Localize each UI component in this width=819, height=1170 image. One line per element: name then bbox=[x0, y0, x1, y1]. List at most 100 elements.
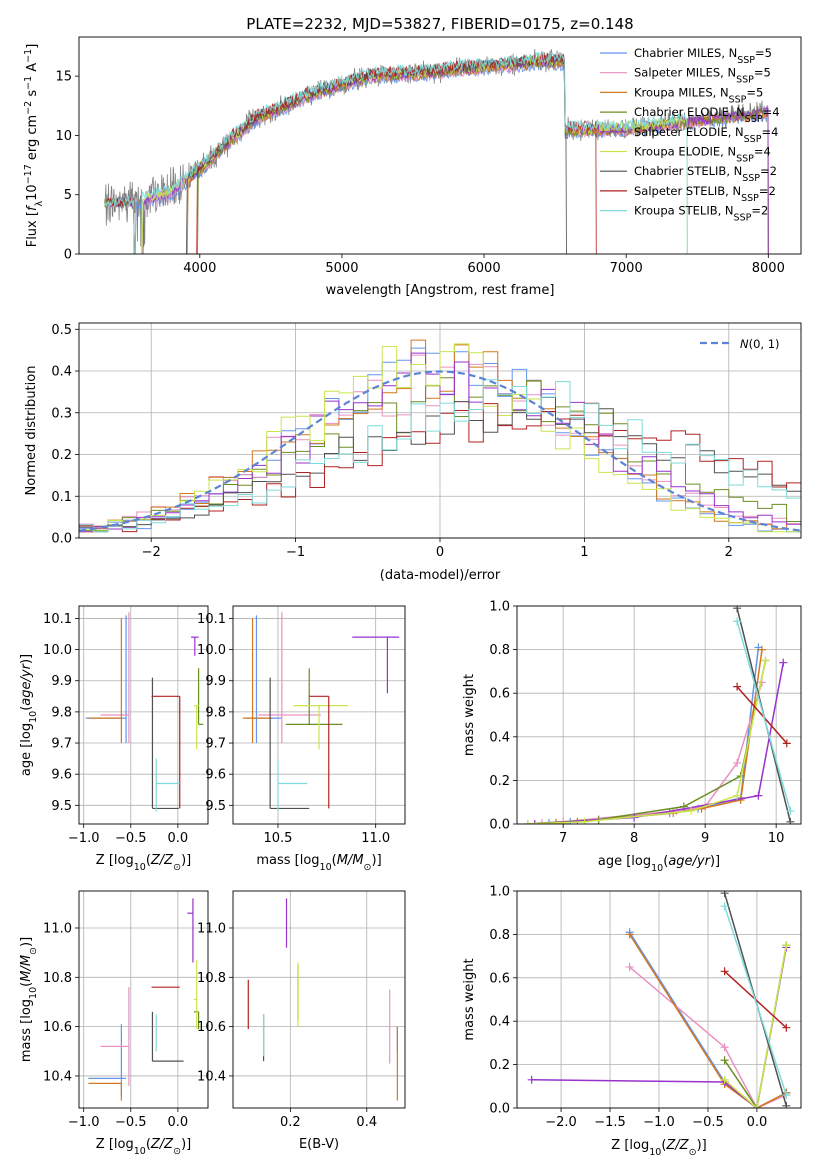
x-axis-label: E(B-V) bbox=[299, 1137, 339, 1152]
legend-sub: SSP bbox=[742, 173, 760, 184]
x-tick-label: 8000 bbox=[752, 261, 785, 276]
y-tick-label: 10.6 bbox=[43, 1020, 72, 1035]
y-tick-label: 0.3 bbox=[51, 406, 72, 421]
label-part: ( bbox=[663, 854, 668, 869]
x-tick-label: −1 bbox=[286, 545, 305, 560]
label-part: −1 bbox=[23, 76, 34, 90]
y-tick-label: 10.8 bbox=[197, 971, 226, 986]
label-part: 10 bbox=[25, 184, 40, 201]
legend-args: (0, 1) bbox=[749, 337, 780, 351]
panel-EBV_vs_mass: 0.2 0.4 10.4 10.6 10.8 11.0 E(B-V) bbox=[197, 890, 406, 1152]
y-tick-label: 0.0 bbox=[51, 532, 72, 547]
x-tick-label: 2 bbox=[725, 545, 733, 560]
x-tick-label: −2 bbox=[142, 545, 161, 560]
legend-model: Kroupa STELIB, N bbox=[634, 204, 734, 218]
x-tick-label: 0.2 bbox=[280, 1115, 301, 1130]
label-part: (data-model)/error bbox=[380, 568, 501, 583]
legend-sub: SSP bbox=[744, 133, 762, 144]
y-tick-label: 10.8 bbox=[43, 971, 72, 986]
grid bbox=[517, 890, 801, 1109]
x-axis-label: Z [log10(Z/Z⊙)] bbox=[96, 853, 191, 873]
axes-frame bbox=[516, 605, 802, 825]
label-part: 10 bbox=[651, 863, 663, 874]
label-part: A bbox=[25, 63, 40, 76]
x-axis-label: age [log10(age/yr)] bbox=[598, 854, 720, 874]
panel-Z_vs_mass: −1.0 −0.5 0.010.410.610.811.0Z [log10(Z/Z⊙… bbox=[19, 890, 209, 1157]
weight-marker bbox=[782, 1101, 791, 1108]
label-part: 10 bbox=[28, 987, 39, 999]
label-part: ( bbox=[332, 853, 337, 868]
x-tick-label: 0.4 bbox=[356, 1115, 377, 1130]
weight-marker bbox=[757, 645, 766, 654]
x-tick-label: 5000 bbox=[325, 261, 358, 276]
legend-sub: SSP bbox=[736, 153, 754, 164]
weight-marker bbox=[625, 962, 634, 971]
x-tick-label: 11.0 bbox=[361, 831, 390, 846]
y-tick-label: 15 bbox=[55, 70, 72, 85]
legend-entry: Salpeter ELODIE, NSSP=4 bbox=[634, 125, 778, 145]
y-axis-label: mass weight bbox=[462, 674, 477, 756]
axes-frame bbox=[516, 890, 802, 1109]
y-tick-label: 9.6 bbox=[51, 768, 72, 783]
axes-frame bbox=[78, 36, 802, 255]
panel-mass_vs_age: 10.5 11.0 9.5 9.6 9.7 9.8 9.9 10.0 10.1 mass [log… bbox=[197, 605, 406, 873]
legend-nssp: =4 bbox=[761, 125, 778, 139]
axes-frame bbox=[78, 605, 209, 825]
y-tick-label: 10.1 bbox=[197, 612, 226, 627]
normal-reference-curve bbox=[79, 370, 801, 532]
x-tick-label: 10 bbox=[768, 831, 785, 846]
legend-nssp: =5 bbox=[754, 66, 771, 80]
label-part: age [log bbox=[19, 723, 34, 776]
model-spectrum-line bbox=[104, 51, 688, 254]
label-part: )] bbox=[697, 1138, 707, 1153]
x-tick-label: 4000 bbox=[183, 261, 216, 276]
grid bbox=[79, 891, 208, 1108]
label-part: Z [log bbox=[611, 1138, 649, 1153]
figure-title: PLATE=2232, MJD=53827, FIBERID=0175, z=0… bbox=[246, 15, 633, 33]
x-axis-label: Z [log10(Z/Z⊙)] bbox=[96, 1137, 191, 1157]
label-part: 10 bbox=[320, 862, 332, 873]
y-tick-label: 0.4 bbox=[489, 730, 510, 745]
legend-model: Kroupa ELODIE, N bbox=[634, 145, 736, 159]
axes-frame bbox=[78, 322, 802, 539]
x-tick-label: 9 bbox=[701, 831, 709, 846]
x-tick-label: −2.0 bbox=[545, 1115, 577, 1130]
label-part: mass weight bbox=[462, 674, 477, 756]
legend-model: Salpeter STELIB, N bbox=[634, 184, 741, 198]
weight-line bbox=[628, 933, 787, 1108]
legend-sub: SSP bbox=[737, 55, 755, 66]
weight-line bbox=[629, 966, 787, 1108]
legend-model: Chabrier STELIB, N bbox=[634, 164, 742, 178]
x-axis-label: mass [log10(M/M⊙)] bbox=[256, 853, 381, 873]
legend-nssp: =4 bbox=[754, 145, 771, 159]
weight-marker bbox=[786, 817, 795, 824]
x-tick-label: 6000 bbox=[468, 261, 501, 276]
x-tick-label: 8 bbox=[630, 831, 638, 846]
label-part: erg cm bbox=[25, 115, 40, 164]
y-tick-label: 9.6 bbox=[205, 768, 226, 783]
legend-model: Salpeter MILES, N bbox=[634, 66, 736, 80]
weight-marker bbox=[527, 1075, 536, 1084]
axes-frame bbox=[78, 890, 209, 1109]
label-part: s bbox=[25, 90, 40, 101]
weight-marker bbox=[782, 941, 791, 950]
y-tick-label: 9.7 bbox=[205, 737, 226, 752]
x-tick-label: 10.5 bbox=[263, 831, 292, 846]
panel-Z_vs_weight: −2.0 −1.5 −1.0 −0.5 0.0 0.0 0.2 0.4 0.6 0.8 1.0 Z [… bbox=[462, 885, 802, 1158]
model-spectrum-line bbox=[104, 54, 688, 254]
label-part: Normed distribution bbox=[24, 366, 39, 496]
label-part: ⊙ bbox=[173, 862, 181, 873]
label-part: )] bbox=[372, 853, 382, 868]
y-tick-label: 10.0 bbox=[197, 643, 226, 658]
y-tick-label: 0.6 bbox=[489, 971, 510, 986]
y-tick-label: 10.4 bbox=[197, 1069, 226, 1084]
label-part: age/yr bbox=[668, 854, 711, 869]
label-part: λ bbox=[34, 200, 45, 206]
label-part: −2 bbox=[23, 101, 34, 115]
plot-area bbox=[527, 891, 791, 1108]
y-axis-label: age [log10(age/yr)] bbox=[19, 654, 39, 776]
y-axis-label: mass [log10(M/M⊙)] bbox=[19, 937, 39, 1062]
y-tick-label: 10.0 bbox=[43, 643, 72, 658]
label-part: −1 bbox=[23, 49, 34, 63]
label-part: ⊙ bbox=[364, 862, 372, 873]
